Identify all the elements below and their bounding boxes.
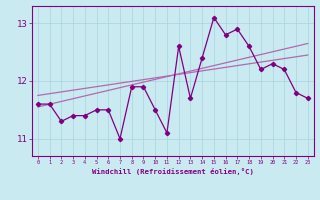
X-axis label: Windchill (Refroidissement éolien,°C): Windchill (Refroidissement éolien,°C) — [92, 168, 254, 175]
